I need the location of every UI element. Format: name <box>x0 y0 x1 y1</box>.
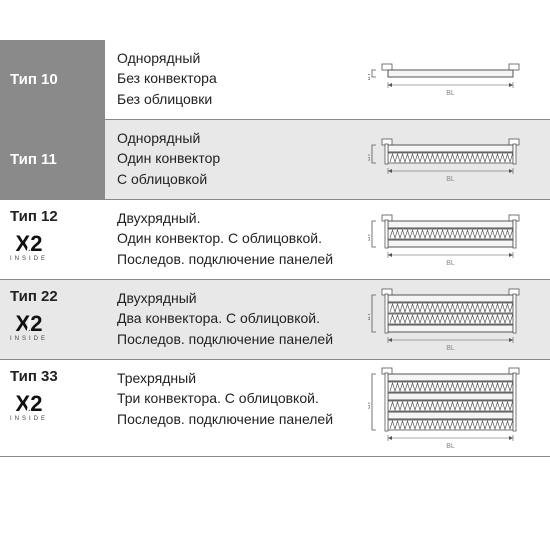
x2-logo: X2 <box>16 393 43 415</box>
description-line: Двухрядный <box>117 288 353 308</box>
radiator-types-table: Тип 10ОднорядныйБез конвектораБез облицо… <box>0 40 550 457</box>
description-line: Один конвектор. С облицовкой. <box>117 228 353 248</box>
diagram-cell: BT BL <box>365 360 550 456</box>
type-cell: Тип 11 <box>0 120 105 199</box>
svg-text:BT: BT <box>368 232 372 240</box>
description-line: Три конвектора. С облицовкой. <box>117 388 353 408</box>
diagram-cell: BT BL <box>365 200 550 279</box>
description-cell: Двухрядный.Один конвектор. С облицовкой.… <box>105 200 365 279</box>
type-cell: Тип 33 X2INSIDE <box>0 360 105 456</box>
svg-text:BL: BL <box>446 443 455 450</box>
svg-text:BT: BT <box>368 401 372 409</box>
svg-text:BT: BT <box>368 72 372 80</box>
x2-inside-label: INSIDE <box>10 256 48 262</box>
diagram-cell: BT BL <box>365 120 550 199</box>
description-line: Без облицовки <box>117 89 353 109</box>
description-line: Последов. подключение панелей <box>117 409 353 429</box>
description-line: С облицовкой <box>117 169 353 189</box>
row-type33: Тип 33 X2INSIDE ТрехрядныйТри конвектора. … <box>0 360 550 457</box>
type-label: Тип 12 <box>10 208 58 225</box>
type-label: Тип 22 <box>10 288 58 305</box>
description-line: Последов. подключение панелей <box>117 329 353 349</box>
x2-logo: X2 <box>16 313 43 335</box>
description-line: Два конвектора. С облицовкой. <box>117 308 353 328</box>
description-line: Последов. подключение панелей <box>117 249 353 269</box>
x2-logo: X2 <box>16 233 43 255</box>
type-label: Тип 11 <box>10 151 57 168</box>
x2-brand: X2INSIDE <box>10 233 48 262</box>
type-cell: Тип 10 <box>0 40 105 119</box>
description-line: Двухрядный. <box>117 208 353 228</box>
description-cell: ТрехрядныйТри конвектора. С облицовкой.П… <box>105 360 365 456</box>
description-line: Без конвектора <box>117 68 353 88</box>
diagram-cell: BT BL <box>365 280 550 359</box>
svg-text:BL: BL <box>446 176 455 183</box>
x2-inside-label: INSIDE <box>10 416 48 422</box>
row-type22: Тип 22 X2INSIDE ДвухрядныйДва конвектора. … <box>0 280 550 360</box>
description-line: Однорядный <box>117 128 353 148</box>
description-line: Однорядный <box>117 48 353 68</box>
description-cell: ОднорядныйБез конвектораБез облицовки <box>105 40 365 119</box>
type-cell: Тип 12 X2INSIDE <box>0 200 105 279</box>
row-type11: Тип 11 ОднорядныйОдин конвекторС облицовк… <box>0 120 550 200</box>
svg-text:BT: BT <box>368 152 372 160</box>
x2-inside-label: INSIDE <box>10 336 48 342</box>
row-type10: Тип 10 ОднорядныйБез конвектораБез облицо… <box>0 40 550 120</box>
svg-text:BL: BL <box>446 260 455 267</box>
type-label: Тип 10 <box>10 71 58 88</box>
description-cell: ДвухрядныйДва конвектора. С облицовкой.П… <box>105 280 365 359</box>
description-line: Трехрядный <box>117 368 353 388</box>
x2-brand: X2INSIDE <box>10 393 48 422</box>
row-type12: Тип 12 X2INSIDE Двухрядный.Один конвектор.… <box>0 200 550 280</box>
x2-brand: X2INSIDE <box>10 313 48 342</box>
type-cell: Тип 22 X2INSIDE <box>0 280 105 359</box>
svg-text:BL: BL <box>446 345 455 352</box>
description-cell: ОднорядныйОдин конвекторС облицовкой <box>105 120 365 199</box>
svg-text:BT: BT <box>368 312 372 320</box>
description-line: Один конвектор <box>117 148 353 168</box>
diagram-cell: BT BL <box>365 40 550 119</box>
type-label: Тип 33 <box>10 368 58 385</box>
svg-text:BL: BL <box>446 90 455 97</box>
